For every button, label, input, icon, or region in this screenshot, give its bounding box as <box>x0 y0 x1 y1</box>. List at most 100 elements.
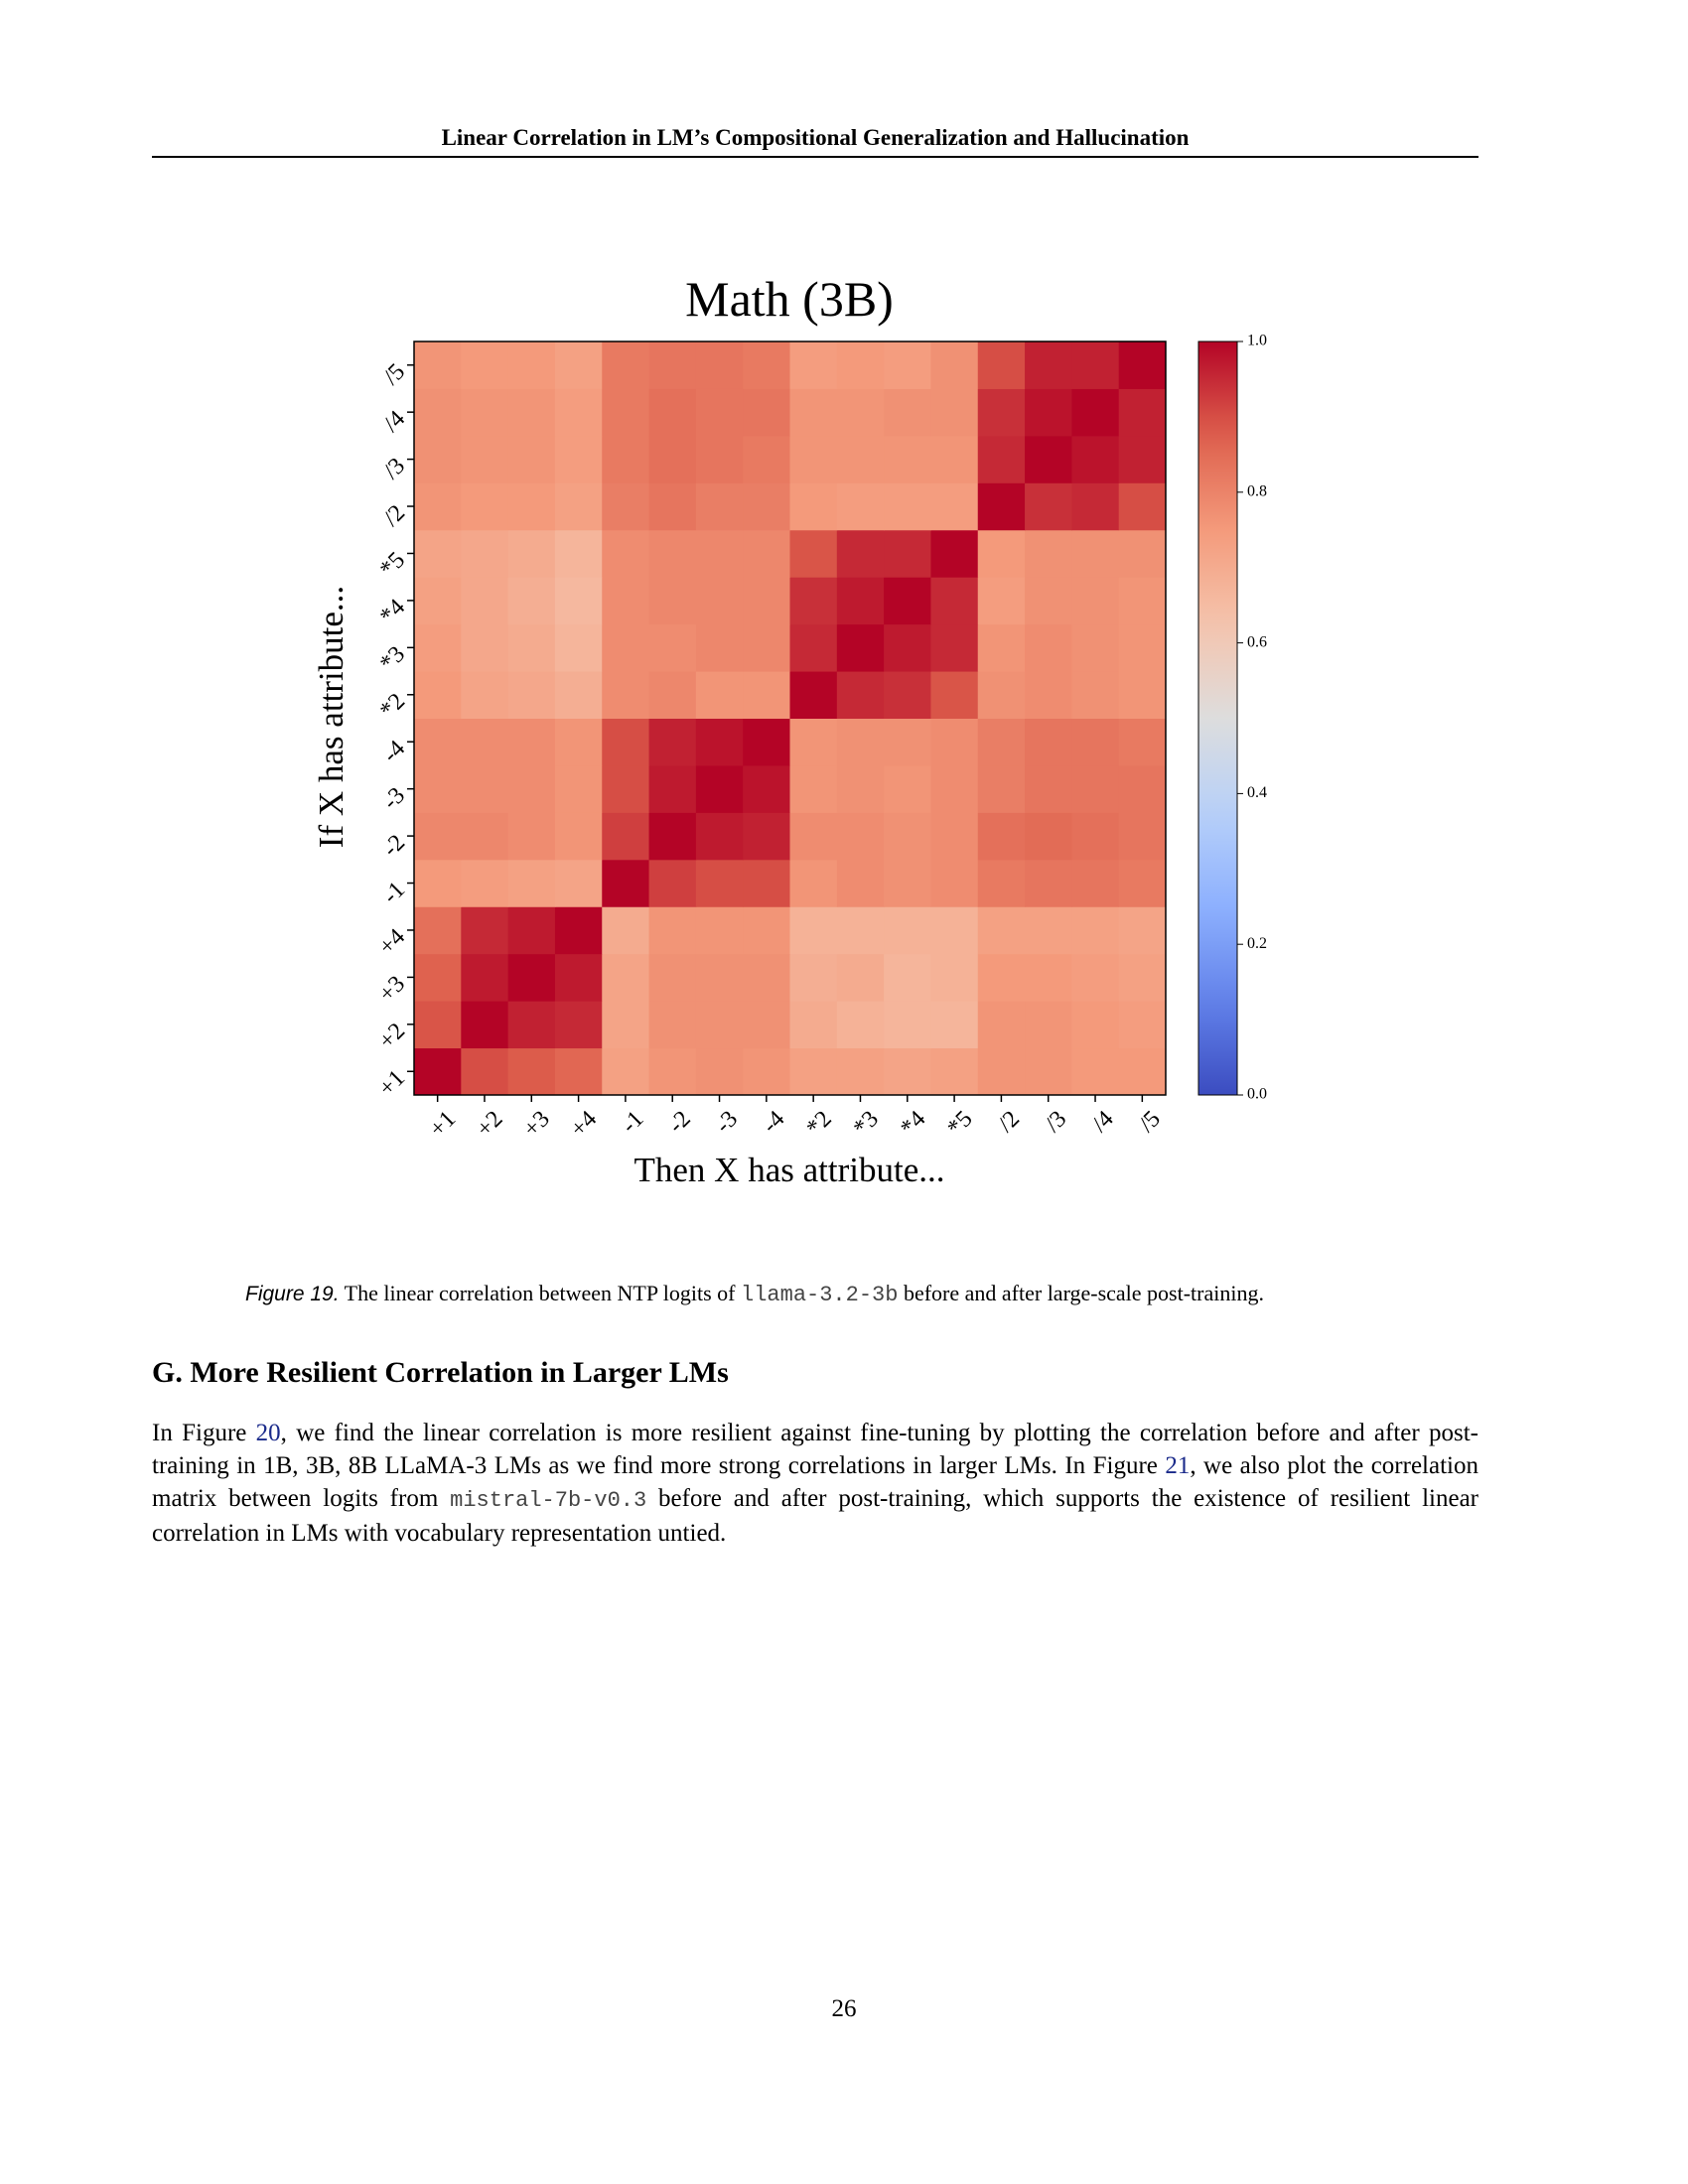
heatmap-cell <box>602 812 650 861</box>
heatmap-cell <box>1071 1047 1120 1096</box>
heatmap-cell <box>1118 812 1167 861</box>
heatmap-cell <box>554 341 603 389</box>
heatmap-cell <box>507 577 556 625</box>
heatmap-cell <box>743 435 790 483</box>
running-header: Linear Correlation in LM’s Compositional… <box>441 125 1190 150</box>
heatmap-cell <box>1025 577 1072 625</box>
figure-link[interactable]: 21 <box>1165 1452 1191 1479</box>
heatmap-cell <box>554 482 603 531</box>
heatmap-cell <box>977 1001 1026 1049</box>
figure-link[interactable]: 20 <box>255 1420 281 1446</box>
heatmap-cell <box>884 577 931 625</box>
heatmap-cell <box>695 435 744 483</box>
text: , we find the linear correlation is more… <box>152 1420 1478 1479</box>
heatmap-cell <box>884 341 931 389</box>
chart: Math (3B) Then X has attribute... If X h… <box>312 271 1267 1189</box>
heatmap-cell <box>836 1001 885 1049</box>
heatmap-cell <box>414 906 462 955</box>
heatmap-cell <box>414 623 462 672</box>
heatmap-cell <box>461 435 509 483</box>
heatmap-cell <box>648 388 697 437</box>
heatmap-cell <box>414 1001 462 1049</box>
heatmap-cell <box>789 1047 838 1096</box>
heatmap-cell <box>648 577 697 625</box>
y-tick-label: /4 <box>379 406 411 438</box>
heatmap-cell <box>789 859 838 907</box>
colorbar-tick-label: 0.2 <box>1247 935 1267 952</box>
heatmap-cell <box>1071 482 1120 531</box>
heatmap-cell <box>977 529 1026 578</box>
heatmap-cell <box>461 1001 509 1049</box>
heatmap-cell <box>414 718 462 766</box>
heatmap-cell <box>977 482 1026 531</box>
heatmap-cell <box>695 623 744 672</box>
heatmap-cell <box>836 812 885 861</box>
heatmap-cell <box>1071 859 1120 907</box>
heatmap-cell <box>884 482 931 531</box>
heatmap-cell <box>1071 906 1120 955</box>
heatmap-cell <box>1025 764 1072 813</box>
heatmap-cell <box>789 906 838 955</box>
heatmap-cell <box>1071 764 1120 813</box>
heatmap-cell <box>930 623 979 672</box>
x-tick-label: *2 <box>801 1106 836 1141</box>
heatmap-cell <box>789 953 838 1002</box>
heatmap-cell <box>1118 671 1167 719</box>
heatmap-cell <box>977 718 1026 766</box>
heatmap-cell <box>1118 341 1167 389</box>
heatmap-cell <box>743 341 790 389</box>
heatmap-cell <box>789 623 838 672</box>
heatmap-cell <box>602 623 650 672</box>
heatmap-cell <box>461 623 509 672</box>
heatmap-cell <box>743 388 790 437</box>
y-tick-label: *2 <box>375 689 410 724</box>
heatmap-cell <box>1071 577 1120 625</box>
heatmap-cell <box>836 953 885 1002</box>
heatmap-cell <box>602 341 650 389</box>
heatmap-cell <box>602 1001 650 1049</box>
heatmap-cell <box>1071 671 1120 719</box>
heatmap-cell <box>1025 859 1072 907</box>
heatmap-cell <box>743 623 790 672</box>
heatmap-cell <box>930 435 979 483</box>
x-tick-label: /3 <box>1041 1106 1072 1138</box>
caption-label: Figure 19. <box>245 1283 340 1305</box>
plot-frame <box>413 341 1167 1096</box>
x-tick-label: /4 <box>1087 1106 1119 1138</box>
heatmap-cell <box>414 953 462 1002</box>
heatmap-cell <box>930 482 979 531</box>
y-tick-label: *5 <box>375 547 410 582</box>
heatmap-cell <box>602 953 650 1002</box>
heatmap-cell <box>648 482 697 531</box>
heatmap-cell <box>648 435 697 483</box>
heatmap-cell <box>743 859 790 907</box>
heatmap-cell <box>1118 435 1167 483</box>
heatmap-cell <box>695 529 744 578</box>
heatmap-cell <box>695 1047 744 1096</box>
colorbar-tick-label: 0.0 <box>1247 1086 1267 1103</box>
heatmap-cell <box>884 388 931 437</box>
heatmap-cell <box>1118 718 1167 766</box>
heatmap-cell <box>461 341 509 389</box>
x-tick-label: -3 <box>711 1106 744 1139</box>
inline-code: mistral-7b-v0.3 <box>450 1488 647 1513</box>
x-tick-label: +3 <box>518 1106 554 1142</box>
heatmap-cell <box>1071 529 1120 578</box>
heatmap-cell <box>884 1047 931 1096</box>
heatmap-cell <box>1118 764 1167 813</box>
heatmap-cell <box>884 529 931 578</box>
heatmap-cell <box>930 764 979 813</box>
heatmap-cell <box>930 1001 979 1049</box>
heatmap-cell <box>743 812 790 861</box>
heatmap-cell <box>930 388 979 437</box>
heatmap-cell <box>695 764 744 813</box>
y-tick-label: +2 <box>374 1019 410 1054</box>
x-tick-label: -2 <box>663 1106 696 1139</box>
heatmap-cell <box>977 906 1026 955</box>
heatmap-cell <box>884 953 931 1002</box>
heatmap-cell <box>414 812 462 861</box>
heatmap-cell <box>1118 1047 1167 1096</box>
colorbar <box>1197 341 1238 1096</box>
heatmap-cell <box>1071 718 1120 766</box>
